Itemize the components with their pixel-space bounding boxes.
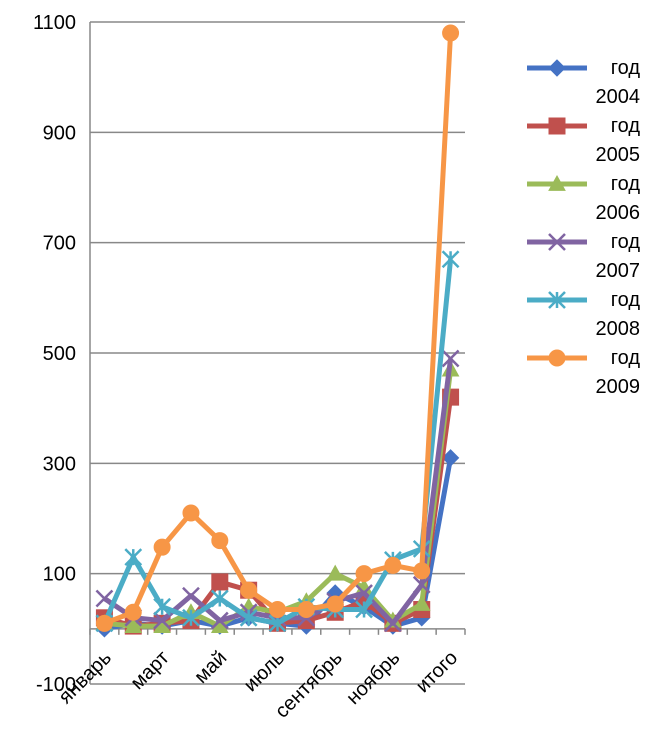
marker — [413, 562, 431, 580]
legend-label: год 2008 — [595, 289, 641, 340]
x-tick-label: май — [190, 647, 231, 688]
marker — [412, 594, 431, 611]
marker — [182, 586, 200, 605]
y-tick-label: 100 — [43, 564, 76, 586]
marker — [441, 349, 460, 368]
marker — [211, 532, 229, 550]
marker — [95, 614, 113, 632]
marker — [412, 575, 431, 594]
series-line — [103, 358, 454, 626]
series-line — [104, 369, 454, 629]
marker — [326, 595, 344, 613]
legend-label: год 2009 — [595, 347, 641, 398]
marker — [548, 349, 566, 367]
y-tick-label: 500 — [43, 343, 76, 365]
legend-label: год 2004 — [595, 57, 641, 108]
marker — [153, 611, 171, 630]
marker — [441, 250, 460, 269]
marker — [548, 59, 566, 77]
marker — [441, 449, 460, 467]
y-tick-label: 900 — [43, 122, 76, 144]
x-tick-label: ноябрь — [342, 647, 404, 709]
marker — [124, 548, 143, 567]
marker — [182, 504, 200, 522]
marker — [210, 611, 229, 630]
legend-label: год 2007 — [595, 231, 641, 282]
marker — [210, 589, 229, 608]
marker — [182, 608, 200, 627]
marker — [442, 24, 460, 42]
marker — [384, 614, 402, 633]
marker — [153, 597, 171, 616]
x-tick-label: март — [126, 647, 173, 694]
marker — [355, 600, 373, 619]
marker — [239, 608, 258, 627]
marker — [240, 581, 258, 599]
marker — [548, 117, 566, 135]
marker — [297, 601, 315, 619]
marker — [548, 291, 566, 309]
y-tick-label: -100 — [36, 674, 76, 696]
series-line — [103, 396, 454, 629]
y-tick-label: 700 — [43, 233, 76, 255]
marker — [326, 564, 345, 581]
marker — [355, 565, 373, 583]
y-tick-label: 300 — [43, 453, 76, 475]
marker — [548, 174, 566, 191]
legend-label: год 2006 — [595, 173, 641, 224]
marker — [548, 233, 566, 251]
marker — [124, 603, 142, 621]
series-line — [103, 32, 454, 626]
y-tick-label: 1100 — [33, 12, 76, 34]
marker — [95, 589, 114, 608]
marker — [384, 556, 402, 574]
x-tick-label: итого — [412, 647, 462, 697]
marker — [153, 538, 171, 556]
x-tick-label: июль — [240, 647, 289, 696]
marker — [124, 617, 143, 633]
legend-label: год 2005 — [595, 115, 641, 166]
marker — [211, 573, 229, 591]
marker — [269, 601, 286, 619]
